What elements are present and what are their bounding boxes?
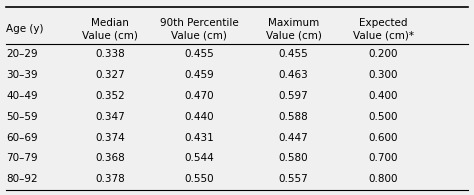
Text: 0.378: 0.378 <box>95 174 125 184</box>
Text: Median
Value (cm): Median Value (cm) <box>82 18 138 40</box>
Text: 30–39: 30–39 <box>6 70 38 80</box>
Text: 0.700: 0.700 <box>368 153 398 163</box>
Text: 0.374: 0.374 <box>95 133 125 143</box>
Text: 0.580: 0.580 <box>279 153 309 163</box>
Text: 20–29: 20–29 <box>6 49 38 59</box>
Text: 0.455: 0.455 <box>279 49 309 59</box>
Text: 70–79: 70–79 <box>6 153 38 163</box>
Text: 0.300: 0.300 <box>368 70 398 80</box>
Text: 0.544: 0.544 <box>184 153 214 163</box>
Text: 90th Percentile
Value (cm): 90th Percentile Value (cm) <box>160 18 239 40</box>
Text: 0.459: 0.459 <box>184 70 214 80</box>
Text: 0.597: 0.597 <box>279 91 309 101</box>
Text: 0.588: 0.588 <box>279 112 309 122</box>
Text: 50–59: 50–59 <box>6 112 38 122</box>
Text: 60–69: 60–69 <box>6 133 38 143</box>
Text: 0.400: 0.400 <box>368 91 398 101</box>
Text: 0.500: 0.500 <box>368 112 398 122</box>
Text: 0.463: 0.463 <box>279 70 309 80</box>
Text: 0.557: 0.557 <box>279 174 309 184</box>
Text: 0.338: 0.338 <box>95 49 125 59</box>
Text: 0.327: 0.327 <box>95 70 125 80</box>
Text: 0.368: 0.368 <box>95 153 125 163</box>
Text: 40–49: 40–49 <box>6 91 38 101</box>
Text: Expected
Value (cm)*: Expected Value (cm)* <box>353 18 414 40</box>
Text: 80–92: 80–92 <box>6 174 38 184</box>
Text: Age (y): Age (y) <box>6 24 44 34</box>
Text: 0.200: 0.200 <box>368 49 398 59</box>
Text: 0.455: 0.455 <box>184 49 214 59</box>
Text: 0.447: 0.447 <box>279 133 309 143</box>
Text: 0.352: 0.352 <box>95 91 125 101</box>
Text: 0.440: 0.440 <box>184 112 214 122</box>
Text: 0.431: 0.431 <box>184 133 214 143</box>
Text: 0.550: 0.550 <box>184 174 214 184</box>
Text: 0.800: 0.800 <box>368 174 398 184</box>
Text: 0.470: 0.470 <box>184 91 214 101</box>
Text: Maximum
Value (cm): Maximum Value (cm) <box>265 18 321 40</box>
Text: 0.600: 0.600 <box>368 133 398 143</box>
Text: 0.347: 0.347 <box>95 112 125 122</box>
